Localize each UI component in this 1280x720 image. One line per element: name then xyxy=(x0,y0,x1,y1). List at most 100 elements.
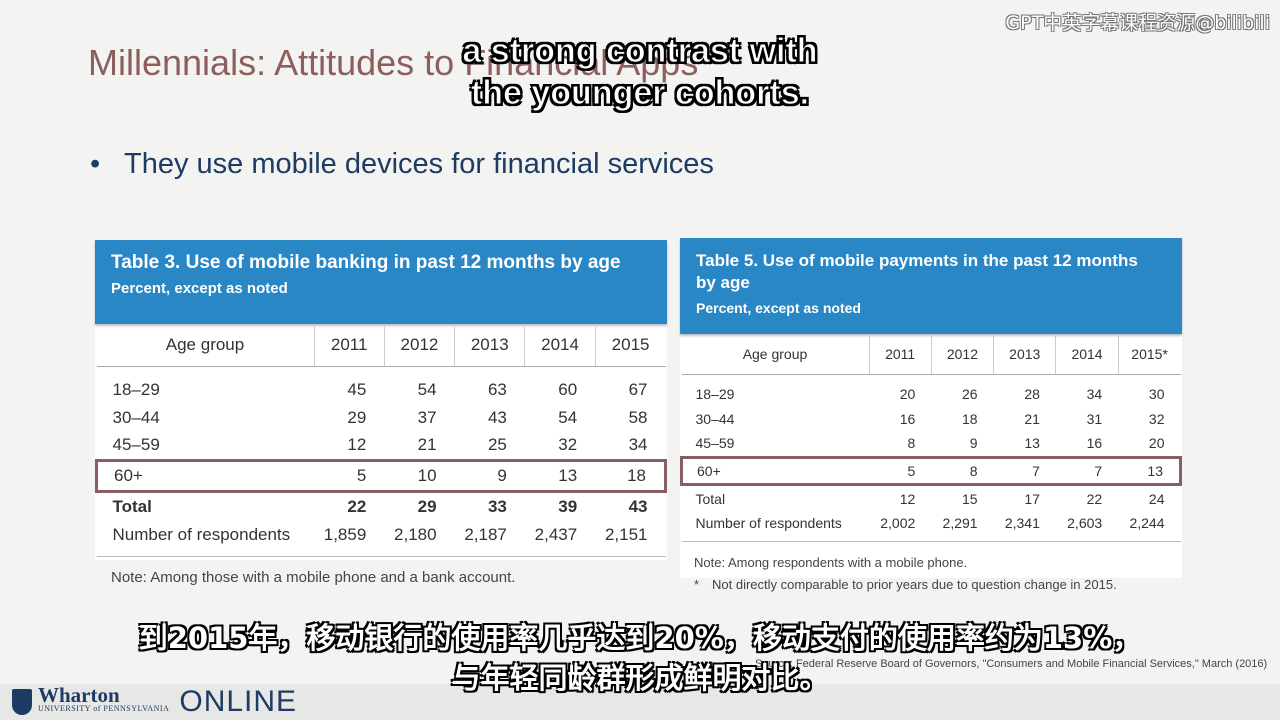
cell: 30 xyxy=(1148,386,1165,403)
column-header: 2011 xyxy=(313,324,385,367)
cell: 2,437 xyxy=(524,520,596,557)
table5-grid: Age group 2011 2012 2013 2014 2015* 18–2… xyxy=(680,334,1183,542)
cell: 22 xyxy=(1086,490,1103,507)
column-header: Age group xyxy=(681,334,869,375)
row-label: Number of respondents xyxy=(681,510,869,542)
cell: 7 xyxy=(993,455,1056,487)
column-header: 2015 xyxy=(594,324,666,367)
table-row: 45–59 8 9 13 16 20 xyxy=(682,431,1181,457)
column-header: 2015* xyxy=(1117,334,1181,375)
cell: 17 xyxy=(1024,490,1040,507)
row-label: 60+ xyxy=(680,455,869,487)
cell: 10 xyxy=(384,459,455,494)
cell: 22 xyxy=(347,497,367,517)
footer-bar xyxy=(0,684,1280,720)
row-label: Total xyxy=(695,490,726,507)
table5-header: Table 5. Use of mobile payments in the p… xyxy=(680,238,1182,334)
wharton-wordmark: Wharton UNIVERSITY of PENNSYLVANIA xyxy=(38,683,170,716)
table-row: 45–59 12 21 25 32 34 xyxy=(97,432,666,461)
cell: 8 xyxy=(907,435,916,452)
bullet-text: They use mobile devices for financial se… xyxy=(124,148,714,180)
cell: 9 xyxy=(969,435,978,452)
cell: 2,151 xyxy=(595,520,666,557)
cell: 45 xyxy=(347,379,367,399)
caption-english: a strong contrast with the younger cohor… xyxy=(440,30,840,114)
cell: 20 xyxy=(899,386,916,403)
wharton-online-logo: Wharton UNIVERSITY of PENNSYLVANIA ONLIN… xyxy=(12,684,297,720)
caption-line: the younger cohorts. xyxy=(470,74,810,113)
cell: 26 xyxy=(962,386,978,403)
column-header: 2013 xyxy=(993,334,1056,375)
table5-footnote: * Not directly comparable to prior years … xyxy=(694,574,1182,596)
slide-title: Millennials: Attitudes to Financial Apps xyxy=(88,42,699,83)
source-citation: Source: Federal Reserve Board of Governo… xyxy=(755,658,1268,670)
cell: 58 xyxy=(628,407,648,427)
cell: 2,244 xyxy=(1118,510,1181,542)
column-header: Age group xyxy=(96,324,314,367)
cell: 2,002 xyxy=(869,510,932,542)
table-row: 18–29 20 26 28 34 30 xyxy=(682,375,1181,407)
wharton-brand: Wharton xyxy=(38,683,120,707)
cell: 28 xyxy=(1024,386,1040,403)
table3-note: Note: Among those with a mobile phone an… xyxy=(111,568,516,586)
row-label: 45–59 xyxy=(695,435,735,452)
cell: 54 xyxy=(417,379,437,399)
table-row: 30–44 16 18 21 31 32 xyxy=(682,407,1181,432)
cell: 33 xyxy=(487,497,507,517)
column-header: 2011 xyxy=(868,334,932,375)
cell: 43 xyxy=(628,497,648,517)
table5-title-line1: Table 5. Use of mobile payments in the p… xyxy=(696,251,1138,270)
online-wordmark: ONLINE xyxy=(179,685,298,718)
cell: 16 xyxy=(1086,435,1103,452)
table5-notes: Note: Among respondents with a mobile ph… xyxy=(680,542,1182,596)
cell: 5 xyxy=(314,459,385,494)
row-label: 60+ xyxy=(95,459,314,494)
bullet-dot-icon: • xyxy=(90,148,101,180)
cell: 43 xyxy=(487,407,507,427)
penn-shield-icon xyxy=(12,689,32,715)
column-header: 2012 xyxy=(383,324,455,367)
cell: 63 xyxy=(487,379,507,399)
table5-subtitle: Percent, except as noted xyxy=(696,300,861,316)
cell: 67 xyxy=(628,379,648,399)
footnote-marker: * xyxy=(694,576,700,592)
cell: 34 xyxy=(1086,386,1103,403)
table5-note: Note: Among respondents with a mobile ph… xyxy=(694,554,968,570)
cell: 21 xyxy=(417,435,437,455)
cell: 13 xyxy=(1024,435,1040,452)
cell: 2,603 xyxy=(1055,510,1119,542)
cell: 32 xyxy=(1148,410,1165,427)
row-label: 30–44 xyxy=(112,407,160,427)
cell: 9 xyxy=(454,459,525,494)
cell: 20 xyxy=(1148,435,1165,452)
table3-subtitle: Percent, except as noted xyxy=(111,280,288,297)
row-label: 30–44 xyxy=(695,410,735,427)
cell: 34 xyxy=(628,435,648,455)
cell: 12 xyxy=(347,435,367,455)
cell: 2,341 xyxy=(993,510,1056,542)
row-label: Number of respondents xyxy=(96,520,314,557)
table3-column-headers: Age group 2011 2012 2013 2014 2015 xyxy=(96,324,666,367)
column-header: 2012 xyxy=(930,334,994,375)
row-label: 18–29 xyxy=(695,386,735,403)
cell: 24 xyxy=(1148,490,1165,507)
wharton-brand-sub: UNIVERSITY of PENNSYLVANIA xyxy=(38,704,170,713)
table-mobile-payments: Table 5. Use of mobile payments in the p… xyxy=(680,238,1183,592)
footnote-text: Not directly comparable to prior years d… xyxy=(712,576,1117,592)
table5-title-line2: by age xyxy=(696,273,750,292)
table-mobile-banking: Table 3. Use of mobile banking in past 1… xyxy=(95,240,668,586)
cell: 21 xyxy=(1024,410,1040,427)
respondents-row: Number of respondents 2,002 2,291 2,341 … xyxy=(681,510,1181,542)
table3-grid: Age group 2011 2012 2013 2014 2015 18–29… xyxy=(95,324,668,557)
cell: 60 xyxy=(558,379,578,399)
cell: 29 xyxy=(347,407,367,427)
table3-title: Table 3. Use of mobile banking in past 1… xyxy=(111,252,621,273)
column-header: 2014 xyxy=(1055,334,1119,375)
caption-line: 到2015年，移动银行的使用率几乎达到20%，移动支付的使用率约为13%， xyxy=(138,621,1142,655)
row-label: Total xyxy=(112,497,152,517)
table3-header: Table 3. Use of mobile banking in past 1… xyxy=(95,240,667,324)
cell: 13 xyxy=(524,459,596,494)
total-row: Total 22 29 33 39 43 xyxy=(97,492,666,521)
cell: 37 xyxy=(417,407,437,427)
table-row: 30–44 29 37 43 54 58 xyxy=(97,404,666,432)
